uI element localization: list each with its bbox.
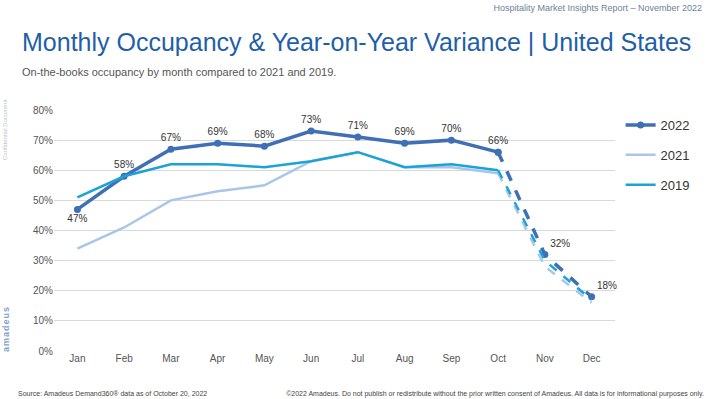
svg-text:69%: 69% [208,126,228,137]
svg-text:18%: 18% [597,280,617,291]
svg-text:Jun: Jun [303,353,319,364]
svg-text:70%: 70% [33,135,53,146]
svg-text:Oct: Oct [490,353,506,364]
svg-text:71%: 71% [348,120,368,131]
svg-text:Jul: Jul [351,353,364,364]
svg-text:Sep: Sep [442,353,460,364]
svg-text:Aug: Aug [396,353,414,364]
svg-text:Dec: Dec [583,353,601,364]
svg-text:Feb: Feb [116,353,134,364]
svg-text:66%: 66% [488,135,508,146]
svg-text:32%: 32% [550,238,570,249]
html-text:Confidential Document: Confidential Document [2,99,8,160]
html-text:amadeus: amadeus [1,306,11,352]
svg-text:Nov: Nov [536,353,554,364]
html-text:Source: Amadeus Demand360® dat: Source: Amadeus Demand360® data as of Oc… [18,390,208,397]
svg-text:Mar: Mar [162,353,180,364]
svg-text:70%: 70% [441,123,461,134]
html-text:Hospitality Market Insights Re: Hospitality Market Insights Report – Nov… [493,3,702,13]
svg-text:40%: 40% [33,225,53,236]
svg-text:2022: 2022 [661,118,690,133]
svg-text:2019: 2019 [661,178,690,193]
svg-text:67%: 67% [161,132,181,143]
svg-text:60%: 60% [33,165,53,176]
svg-text:80%: 80% [33,105,53,116]
svg-text:47%: 47% [67,213,87,224]
svg-text:50%: 50% [33,195,53,206]
svg-text:2021: 2021 [661,148,690,163]
svg-text:0%: 0% [39,346,54,357]
svg-text:10%: 10% [33,315,53,326]
html-text:©2022 Amadeus. Do not publish: ©2022 Amadeus. Do not publish or redistr… [286,390,704,397]
html-text:Monthly Occupancy & Year-on-Ye: Monthly Occupancy & Year-on-Year Varianc… [22,28,692,56]
svg-text:May: May [255,353,274,364]
svg-text:68%: 68% [254,129,274,140]
html-text:On-the-books occupancy by mont: On-the-books occupancy by month compared… [22,66,337,78]
svg-text:58%: 58% [114,159,134,170]
svg-text:30%: 30% [33,255,53,266]
svg-text:69%: 69% [395,126,415,137]
svg-text:Apr: Apr [210,353,226,364]
svg-text:Jan: Jan [69,353,85,364]
svg-text:73%: 73% [301,114,321,125]
svg-text:20%: 20% [33,285,53,296]
